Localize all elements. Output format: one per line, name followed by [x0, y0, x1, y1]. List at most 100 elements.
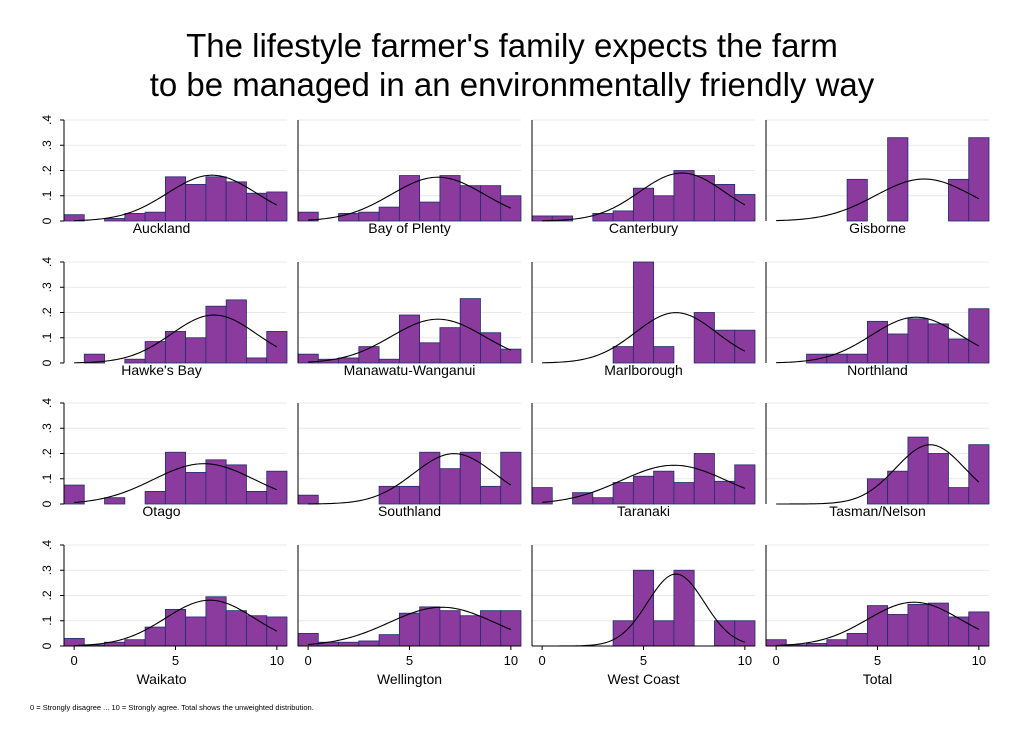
panel-southland: Southland — [297, 402, 522, 519]
normal-curve — [74, 463, 278, 504]
normal-curve — [308, 318, 512, 363]
histogram-bar — [480, 185, 502, 222]
histogram-bar — [887, 137, 909, 222]
histogram-bar — [948, 616, 970, 647]
histogram-bar — [266, 331, 288, 364]
normal-curve — [308, 606, 512, 645]
panel-northland: Northland — [765, 261, 990, 378]
histogram-bar — [185, 616, 207, 647]
histogram-bar — [246, 357, 268, 364]
y-tick-label: .1 — [40, 473, 54, 483]
histogram-bar — [907, 318, 929, 364]
histogram-bar — [714, 620, 736, 647]
histogram-bar — [378, 206, 400, 222]
histogram-bar — [734, 464, 756, 505]
histogram-bar — [439, 175, 461, 222]
histogram-bar — [185, 472, 207, 505]
histogram-bar — [632, 475, 655, 505]
x-tick-label: 10 — [504, 653, 518, 668]
histogram-bar — [927, 453, 949, 505]
histogram-bar — [459, 615, 481, 647]
histogram-bar — [144, 626, 166, 647]
normal-curve — [776, 444, 980, 505]
normal-curve — [542, 312, 746, 364]
histogram-bar — [104, 497, 126, 505]
histogram-bar — [927, 602, 949, 647]
normal-curve — [776, 601, 980, 646]
histogram-bar — [653, 346, 675, 364]
panel-label: Gisborne — [849, 220, 906, 236]
histogram-bar — [266, 470, 288, 505]
y-tick-label: .1 — [40, 615, 54, 625]
histogram-bar — [673, 569, 695, 647]
histogram-bar — [439, 327, 461, 364]
chart-title: The lifestyle farmer's family expects th… — [0, 26, 1024, 104]
histogram-bar — [338, 213, 360, 222]
panel-manawatu-wanganui: Manawatu-Wanganui — [297, 261, 522, 378]
histogram-bar — [225, 464, 247, 505]
panel-marlborough: Marlborough — [531, 261, 756, 378]
chart-note: 0 = Strongly disagree ... 10 = Strongly … — [30, 703, 314, 712]
chart-title-line-2: to be managed in an environmentally frie… — [149, 66, 875, 103]
x-tick-label: 5 — [172, 653, 179, 668]
y-tick-label: 0 — [40, 500, 54, 507]
panel-label: Southland — [378, 503, 441, 519]
y-tick-label: .3 — [40, 423, 54, 433]
y-tick-label: .4 — [40, 115, 54, 125]
histogram-bar — [612, 482, 634, 505]
y-tick-label: 0 — [40, 217, 54, 224]
histogram-bar — [887, 470, 909, 505]
panel-label: Total — [863, 671, 893, 687]
histogram-bar — [572, 492, 594, 505]
x-tick-label: 0 — [305, 653, 312, 668]
panel-label: Marlborough — [604, 362, 683, 378]
histogram-bar — [632, 261, 655, 364]
y-tick-label: .2 — [40, 165, 54, 175]
histogram-bar — [459, 298, 481, 364]
panel-label: Bay of Plenty — [368, 220, 451, 236]
histogram-bar — [225, 610, 247, 647]
histogram-bar — [164, 608, 187, 647]
histogram-bar — [734, 194, 756, 222]
histogram-bar — [419, 201, 441, 222]
histogram-bar — [480, 485, 502, 505]
histogram-bar — [887, 333, 909, 364]
chart-title-line-1: The lifestyle farmer's family expects th… — [186, 27, 838, 64]
histogram-bar — [185, 183, 207, 222]
normal-curve — [776, 316, 980, 364]
histogram-bar — [714, 329, 736, 364]
normal-curve — [74, 314, 278, 364]
histogram-bar — [419, 606, 441, 647]
x-tick-label: 0 — [773, 653, 780, 668]
histogram-bar — [164, 176, 187, 222]
normal-curve — [776, 178, 980, 222]
histogram-bar — [500, 348, 522, 364]
histogram-bar — [104, 218, 126, 222]
histogram-bar — [806, 353, 828, 364]
histogram-bar — [714, 183, 736, 222]
histogram-bar — [83, 353, 105, 364]
normal-curve — [308, 453, 512, 505]
histogram-bar — [632, 187, 655, 222]
histogram-bar — [338, 641, 360, 647]
x-tick-label: 0 — [539, 653, 546, 668]
panel-taranaki: Taranaki — [531, 402, 756, 519]
y-tick-label: .4 — [40, 540, 54, 550]
histogram-bar — [907, 436, 929, 505]
histogram-bar — [968, 137, 990, 222]
y-tick-label: 0 — [40, 642, 54, 649]
panel-label: Auckland — [133, 220, 191, 236]
panel-label: Taranaki — [617, 503, 670, 519]
histogram-bar — [673, 170, 695, 222]
panel-otago: 0 .1 .2 .3 .4 Otago — [40, 398, 288, 519]
histogram-bar — [358, 640, 380, 647]
panel-bay-of-plenty: Bay of Plenty — [297, 119, 522, 236]
normal-curve — [308, 176, 512, 221]
x-tick-label: 5 — [406, 653, 413, 668]
panel-west-coast: 0 5 10 West Coast — [531, 544, 756, 687]
histogram-bar — [948, 487, 970, 505]
panel-label: Northland — [847, 362, 908, 378]
normal-curve — [542, 464, 746, 503]
histogram-bar — [419, 451, 441, 505]
